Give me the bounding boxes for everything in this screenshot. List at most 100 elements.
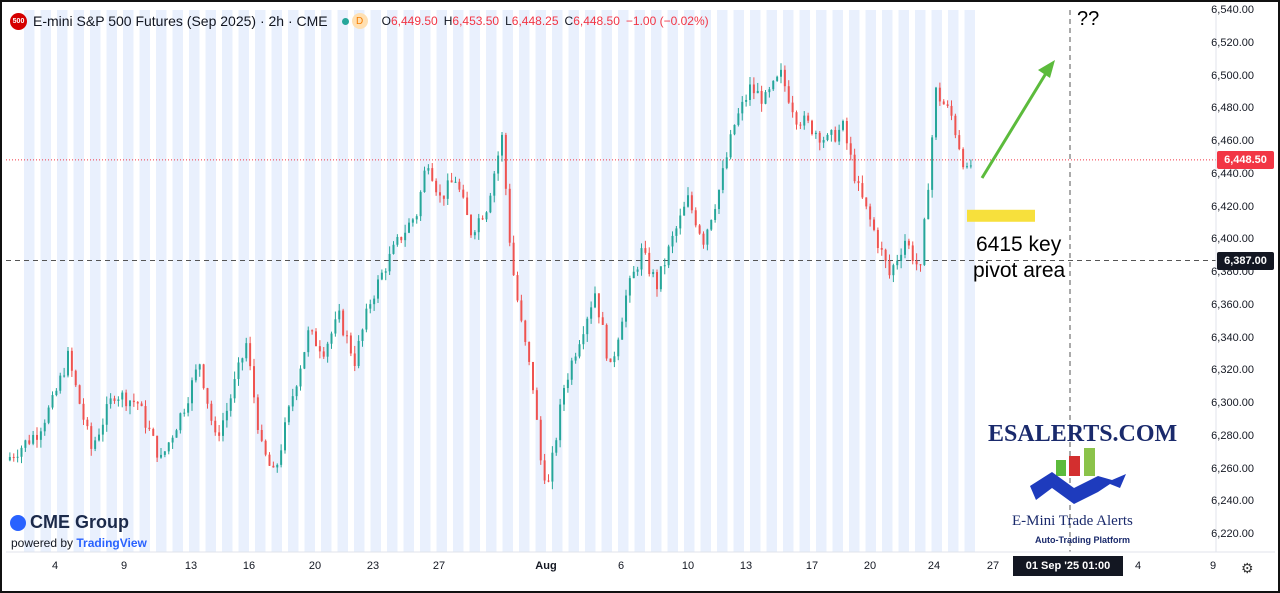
candle-body xyxy=(125,392,128,407)
time-tick-label: 13 xyxy=(184,560,198,572)
session-band xyxy=(321,10,332,552)
candle-body xyxy=(276,464,279,468)
candle-body xyxy=(408,222,410,233)
candle-body xyxy=(628,278,631,296)
candle-body xyxy=(597,293,600,318)
session-band xyxy=(337,10,348,552)
candle-body xyxy=(338,310,341,320)
ohlc-readout: O6,449.50 H6,453.50 L6,448.25 C6,448.50 … xyxy=(382,14,709,28)
candle-body xyxy=(144,406,147,428)
candle-body xyxy=(892,265,895,276)
candle-body xyxy=(725,157,728,169)
session-band xyxy=(156,10,167,552)
candle-body xyxy=(942,101,945,105)
session-band xyxy=(436,10,447,552)
session-band xyxy=(370,10,381,552)
crosshair-time-tag: 01 Sep '25 01:00 xyxy=(1013,556,1123,576)
candle-body xyxy=(152,429,155,436)
powered-by[interactable]: powered by TradingView xyxy=(11,536,147,550)
candle-body xyxy=(896,260,899,266)
candle-body xyxy=(32,434,35,444)
candle-body xyxy=(532,361,534,391)
price-tick-label: 6,420.00 xyxy=(1211,200,1254,213)
session-band xyxy=(288,10,299,552)
tradingview-link[interactable]: TradingView xyxy=(76,536,147,550)
candle-body xyxy=(450,180,453,183)
price-tick-label: 6,320.00 xyxy=(1211,364,1254,377)
candle-body xyxy=(745,99,748,102)
candle-body xyxy=(175,430,178,438)
market-open-icon[interactable] xyxy=(341,17,349,25)
candle-body xyxy=(504,134,507,189)
session-band xyxy=(57,10,68,552)
candle-body xyxy=(346,335,348,337)
candle-body xyxy=(950,105,953,116)
candle-body xyxy=(900,254,903,261)
candle-body xyxy=(20,447,23,457)
candle-body xyxy=(377,279,379,299)
candle-body xyxy=(838,129,841,142)
candle-body xyxy=(485,212,488,220)
symbol-logo-icon[interactable]: 500 xyxy=(10,12,27,30)
session-band xyxy=(271,10,282,552)
candle-body xyxy=(427,168,430,171)
candle-body xyxy=(675,228,678,236)
candle-body xyxy=(140,403,143,407)
candle-body xyxy=(36,434,38,440)
price-tick-label: 6,220.00 xyxy=(1211,528,1254,540)
session-band xyxy=(849,10,860,552)
candle-body xyxy=(962,149,965,168)
candle-body xyxy=(927,189,930,220)
candle-body xyxy=(202,364,205,389)
session-band xyxy=(535,10,546,552)
candle-body xyxy=(636,269,639,272)
delayed-data-badge[interactable]: D xyxy=(351,13,368,29)
time-tick-label: 9 xyxy=(1209,560,1217,572)
candle-body xyxy=(803,115,806,126)
candle-body xyxy=(570,360,573,380)
candle-body xyxy=(264,440,267,455)
candle-body xyxy=(380,272,383,280)
candle-body xyxy=(644,248,647,253)
candle-body xyxy=(590,307,593,319)
ohlc-high: H6,453.50 xyxy=(443,14,500,28)
chart-title[interactable]: E-mini S&P 500 Futures (Sep 2025) · 2h ·… xyxy=(33,13,328,29)
candle-body xyxy=(121,392,124,400)
session-band xyxy=(222,10,233,552)
session-band xyxy=(552,10,563,552)
esalerts-tagline: Auto-Trading Platform xyxy=(1035,535,1130,545)
candle-body xyxy=(206,388,209,404)
candle-body xyxy=(411,219,414,223)
candle-body xyxy=(667,246,670,266)
session-band xyxy=(73,10,84,552)
candle-body xyxy=(167,442,170,452)
settings-gear-icon[interactable]: ⚙ xyxy=(1241,560,1254,576)
candle-body xyxy=(776,76,779,81)
candle-body xyxy=(303,352,306,369)
candle-body xyxy=(43,422,46,432)
session-band xyxy=(964,10,975,552)
price-tick-label: 6,340.00 xyxy=(1211,331,1254,344)
session-band xyxy=(106,10,117,552)
candle-body xyxy=(807,115,810,121)
candle-body xyxy=(683,206,686,216)
candle-body xyxy=(869,206,872,220)
candle-body xyxy=(315,331,317,347)
pivot-annotation-line2: pivot area xyxy=(973,259,1066,282)
session-band xyxy=(139,10,150,552)
candle-body xyxy=(299,368,302,387)
ohlc-low: L6,448.25 xyxy=(505,14,559,28)
candle-body xyxy=(105,404,108,425)
session-band xyxy=(123,10,134,552)
candle-body xyxy=(694,210,697,226)
globe-icon xyxy=(10,514,26,531)
candle-body xyxy=(818,132,821,143)
candle-body xyxy=(291,396,294,407)
time-tick-label: 13 xyxy=(739,560,753,572)
candle-body xyxy=(86,419,89,427)
candle-body xyxy=(764,92,767,104)
session-band xyxy=(634,10,645,552)
candle-body xyxy=(671,235,674,247)
candle-body xyxy=(958,135,961,150)
